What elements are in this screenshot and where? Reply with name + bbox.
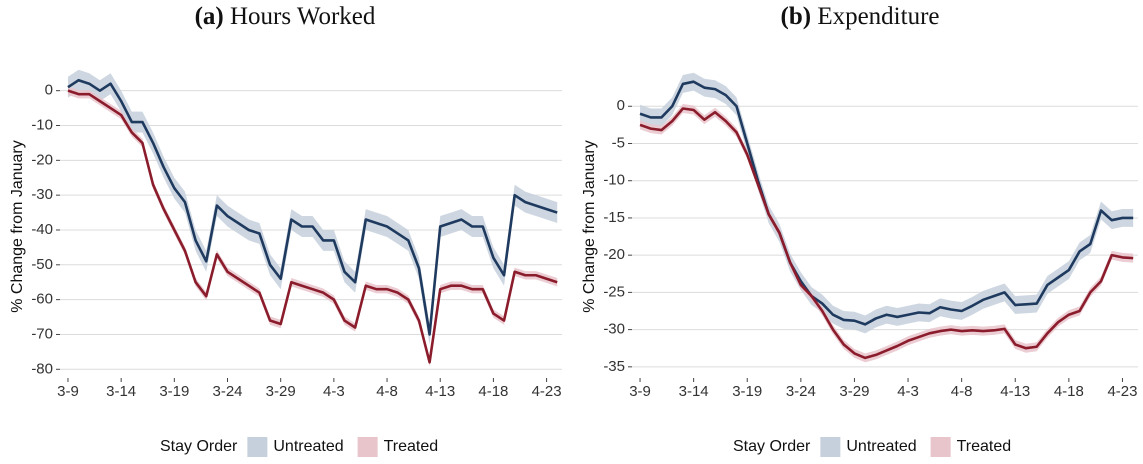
x-tick-label: 4-3 — [897, 383, 919, 400]
y-tick-label: -25 — [603, 283, 625, 300]
y-tick-label: -10 — [31, 116, 53, 133]
y-tick-label: 0 — [45, 82, 53, 99]
y-tick-label: -60 — [31, 291, 53, 308]
x-tick-label: 3-9 — [57, 383, 79, 400]
y-tick-label: -35 — [603, 358, 625, 375]
legend-swatch — [357, 437, 378, 457]
legend-swatch — [930, 437, 951, 457]
legend-label: Untreated — [846, 438, 916, 455]
x-tick-label: 4-23 — [1107, 383, 1137, 400]
x-tick-label: 3-29 — [266, 383, 296, 400]
y-tick-label: -80 — [31, 360, 53, 377]
panel-title-text: Expenditure — [817, 3, 939, 30]
series-line — [639, 107, 1134, 360]
panel-title: (b) Expenditure — [781, 3, 940, 30]
x-tick-label: 4-18 — [478, 383, 508, 400]
y-tick-label: -10 — [603, 172, 625, 189]
x-tick-label: 3-24 — [786, 383, 816, 400]
y-tick-label: 0 — [617, 97, 625, 114]
y-tick-label: -50 — [31, 256, 53, 273]
x-tick-label: 3-19 — [159, 383, 189, 400]
x-tick-label: 3-14 — [106, 383, 136, 400]
x-tick-label: 4-13 — [1000, 383, 1030, 400]
y-tick-label: -15 — [603, 209, 625, 226]
x-tick-label: 3-24 — [212, 383, 242, 400]
legend-label: Untreated — [273, 438, 343, 455]
panel-label: (a) — [195, 3, 224, 30]
x-tick-label: 3-29 — [839, 383, 869, 400]
y-axis-label: % Change from January — [581, 140, 598, 313]
confidence-band — [67, 86, 558, 367]
panel-title-text: Hours Worked — [230, 3, 376, 30]
legend-title: Stay Order — [160, 438, 238, 455]
x-tick-label: 4-3 — [323, 383, 345, 400]
legend-label: Treated — [957, 438, 1012, 455]
x-tick-label: 3-9 — [629, 383, 651, 400]
series-line — [67, 78, 558, 336]
legend-label: Treated — [384, 438, 439, 455]
legend-title: Stay Order — [733, 438, 811, 455]
confidence-band — [67, 69, 558, 345]
y-tick-label: -20 — [603, 246, 625, 263]
y-tick-label: -30 — [603, 321, 625, 338]
y-tick-label: -20 — [31, 151, 53, 168]
x-tick-label: 4-8 — [376, 383, 398, 400]
y-tick-label: -70 — [31, 325, 53, 342]
series-line — [639, 80, 1134, 326]
panel-label: (b) — [781, 3, 812, 30]
x-tick-label: 3-14 — [679, 383, 709, 400]
legend-swatch — [820, 437, 841, 457]
y-tick-label: -30 — [31, 186, 53, 203]
x-tick-label: 4-18 — [1054, 383, 1084, 400]
legend-swatch — [247, 437, 268, 457]
x-tick-label: 4-13 — [425, 383, 455, 400]
y-axis-label: % Change from January — [9, 140, 26, 313]
panel-title: (a) Hours Worked — [195, 3, 376, 30]
y-tick-label: -5 — [612, 134, 625, 151]
series-line — [67, 89, 558, 364]
y-tick-label: -40 — [31, 221, 53, 238]
x-tick-label: 4-8 — [951, 383, 973, 400]
x-tick-label: 3-19 — [732, 383, 762, 400]
x-tick-label: 4-23 — [532, 383, 562, 400]
